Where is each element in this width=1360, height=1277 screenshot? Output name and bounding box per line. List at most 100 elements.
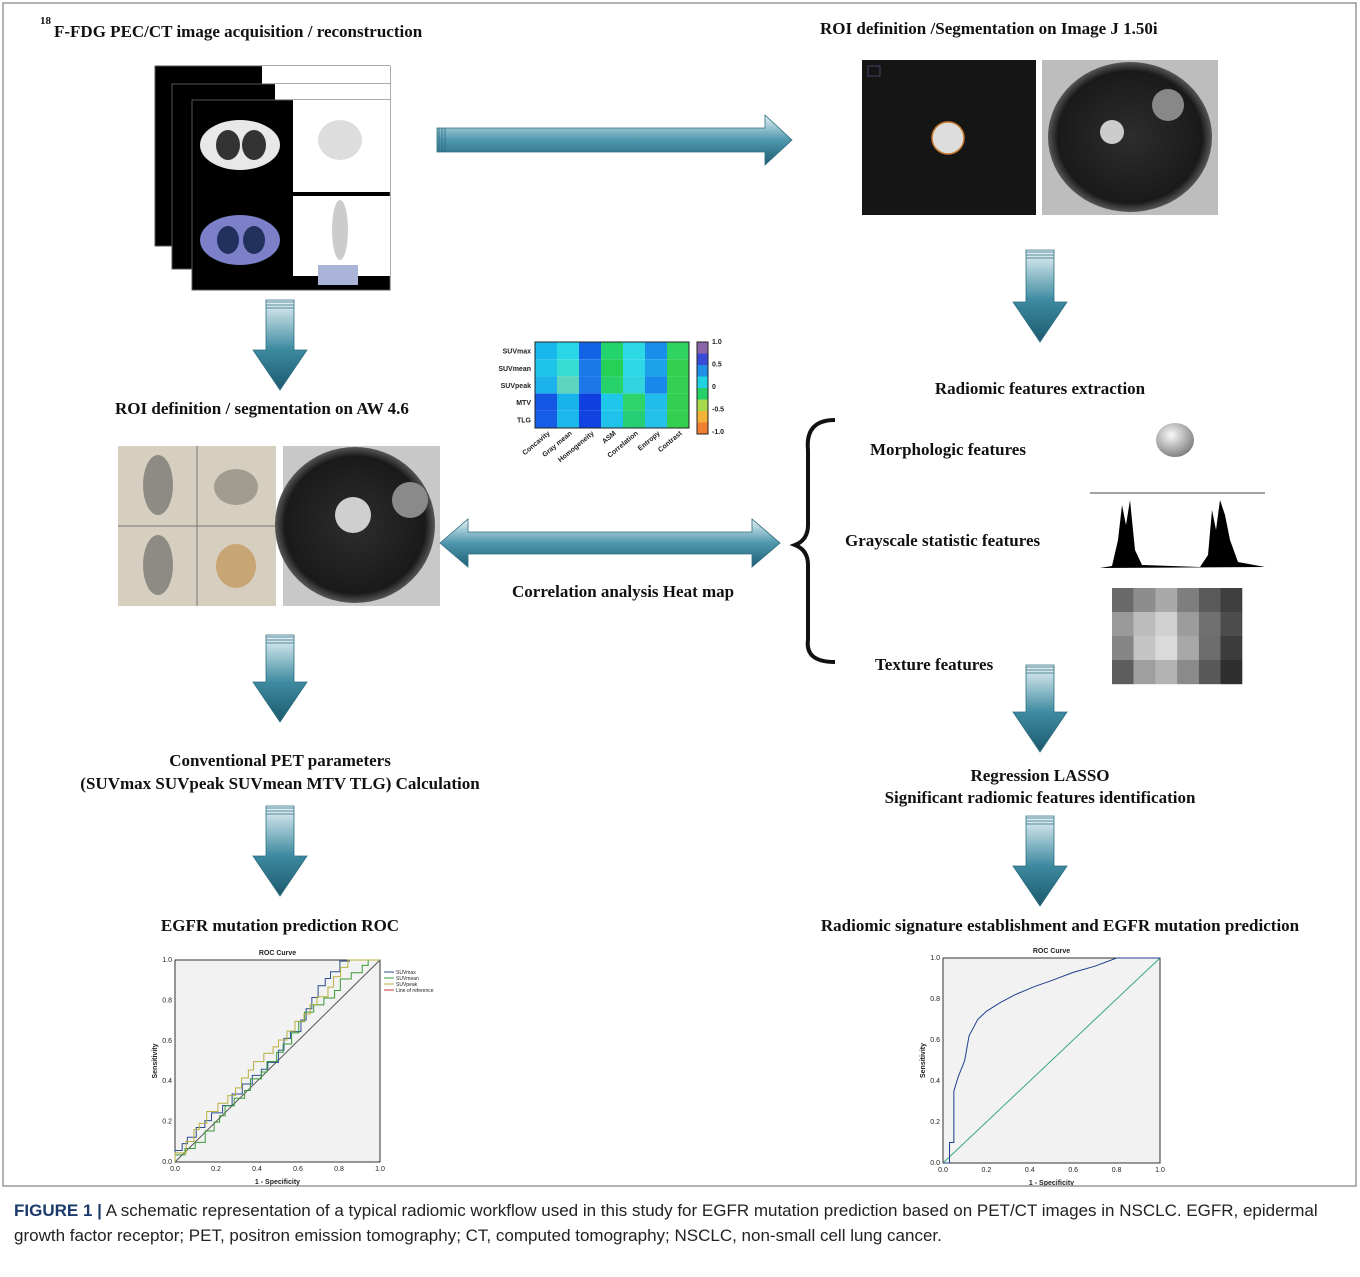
texture-cell [1112,612,1134,636]
colorbar-tick-label: -0.5 [712,407,724,414]
legend-label: Line of reference [396,988,434,994]
step-title: Conventional PET parameters [169,751,391,770]
x-tick-label: 0.6 [1068,1167,1078,1174]
down-arrow [253,300,307,390]
arrow-body [253,635,307,722]
heatmap-cell [623,394,645,411]
colorbar-segment [697,365,708,377]
texture-cell [1155,588,1177,612]
ct-lesion-image [275,446,440,606]
texture-cell [1134,660,1156,684]
feature-label: Grayscale statistic features [845,531,1041,550]
colorbar-segment [697,423,708,435]
down-arrow [1013,665,1067,752]
heatmap-col-label: ASM [601,430,618,445]
feature-label: Texture features [875,655,994,674]
y-tick-label: 1.0 [930,955,940,962]
caption-label: FIGURE 1 | [14,1201,102,1220]
heatmap-cell [579,411,601,428]
heatmap-row-label: SUVmean [498,366,531,373]
x-tick-label: 0.0 [938,1167,948,1174]
heatmap-row-label: SUVpeak [501,383,531,390]
figure: 18 F-FDG PEC/CT image acquisition / reco… [0,0,1360,1277]
texture-cell [1221,636,1243,660]
step-title: Correlation analysis Heat map [512,582,734,601]
texture-cell [1134,588,1156,612]
pet-ct-stack [155,66,390,290]
heatmap-cell [645,376,667,393]
x-tick-label: 0.6 [293,1166,303,1173]
heatmap-cell [557,342,579,359]
arrow-body [1013,816,1067,906]
texture-cell [1177,588,1199,612]
y-tick-label: 0.6 [930,1037,940,1044]
heatmap-cell [601,342,623,359]
heatmap-cell [601,376,623,393]
step-title: F-FDG PEC/CT image acquisition / reconst… [54,22,423,41]
right-arrow [437,115,792,165]
heatmap-cell [579,376,601,393]
colorbar-segment [697,411,708,423]
heatmap-cell [535,394,557,411]
y-tick-label: 0.6 [162,1038,172,1045]
colorbar-segment [697,342,708,354]
heatmap-cell [623,342,645,359]
texture-image [1112,588,1242,684]
caption: FIGURE 1 | A schematic representation of… [14,1198,1344,1248]
heatmap-cell [667,411,689,428]
heatmap-cell [601,394,623,411]
texture-cell [1199,612,1221,636]
step-title: (SUVmax SUVpeak SUVmean MTV TLG) Calcula… [80,774,480,793]
arrow-body [253,806,307,896]
heatmap-cell [557,411,579,428]
texture-cell [1134,636,1156,660]
texture-cell [1177,660,1199,684]
texture-cell [1199,660,1221,684]
arrow-body [1013,250,1067,342]
heatmap: SUVmaxSUVmeanSUVpeakMTVTLGConcavityGray … [498,339,724,464]
roc-plot: ROC Curve1 - SpecificitySensitivity0.00.… [920,948,1165,1187]
y-axis-label: Sensitivity [152,1043,159,1078]
arrow-body [437,115,792,165]
colorbar-tick-label: 1.0 [712,339,722,346]
isotope: 18 [40,15,52,27]
texture-cell [1112,588,1134,612]
heatmap-cell [623,359,645,376]
texture-cell [1155,660,1177,684]
texture-cell [1177,636,1199,660]
heatmap-cell [579,359,601,376]
texture-cell [1134,612,1156,636]
arrow-body [253,300,307,390]
heatmap-cell [535,342,557,359]
heatmap-cell [557,376,579,393]
step-title: ROI definition / segmentation on AW 4.6 [115,399,409,418]
x-tick-label: 0.2 [211,1166,221,1173]
texture-cell [1177,612,1199,636]
step-title: Radiomic signature establishment and EGF… [821,916,1300,935]
sphere-icon [1156,423,1194,457]
colorbar-tick-label: 0 [712,384,716,391]
colorbar-segment [697,400,708,412]
heatmap-col-label: Contrast [657,430,684,454]
x-tick-label: 0.0 [170,1166,180,1173]
double-arrow [440,519,780,567]
down-arrow [253,635,307,722]
y-tick-label: 0.4 [162,1078,172,1085]
x-tick-label: 1.0 [1155,1167,1165,1174]
aw-screen-image [118,446,276,606]
texture-cell [1199,636,1221,660]
roc-plot: ROC Curve1 - SpecificitySensitivity0.00.… [152,950,434,1186]
y-tick-label: 0.2 [162,1119,172,1126]
y-axis-label: Sensitivity [920,1043,927,1078]
x-tick-label: 0.8 [1112,1167,1122,1174]
y-tick-label: 0.0 [930,1160,940,1167]
heatmap-cell [667,394,689,411]
colorbar-segment [697,354,708,366]
step-title: Significant radiomic features identifica… [885,788,1196,807]
heatmap-cell [667,359,689,376]
texture-cell [1199,588,1221,612]
heatmap-cell [645,394,667,411]
heatmap-cell [579,394,601,411]
colorbar-tick-label: -1.0 [712,429,724,436]
y-tick-label: 0.2 [930,1119,940,1126]
